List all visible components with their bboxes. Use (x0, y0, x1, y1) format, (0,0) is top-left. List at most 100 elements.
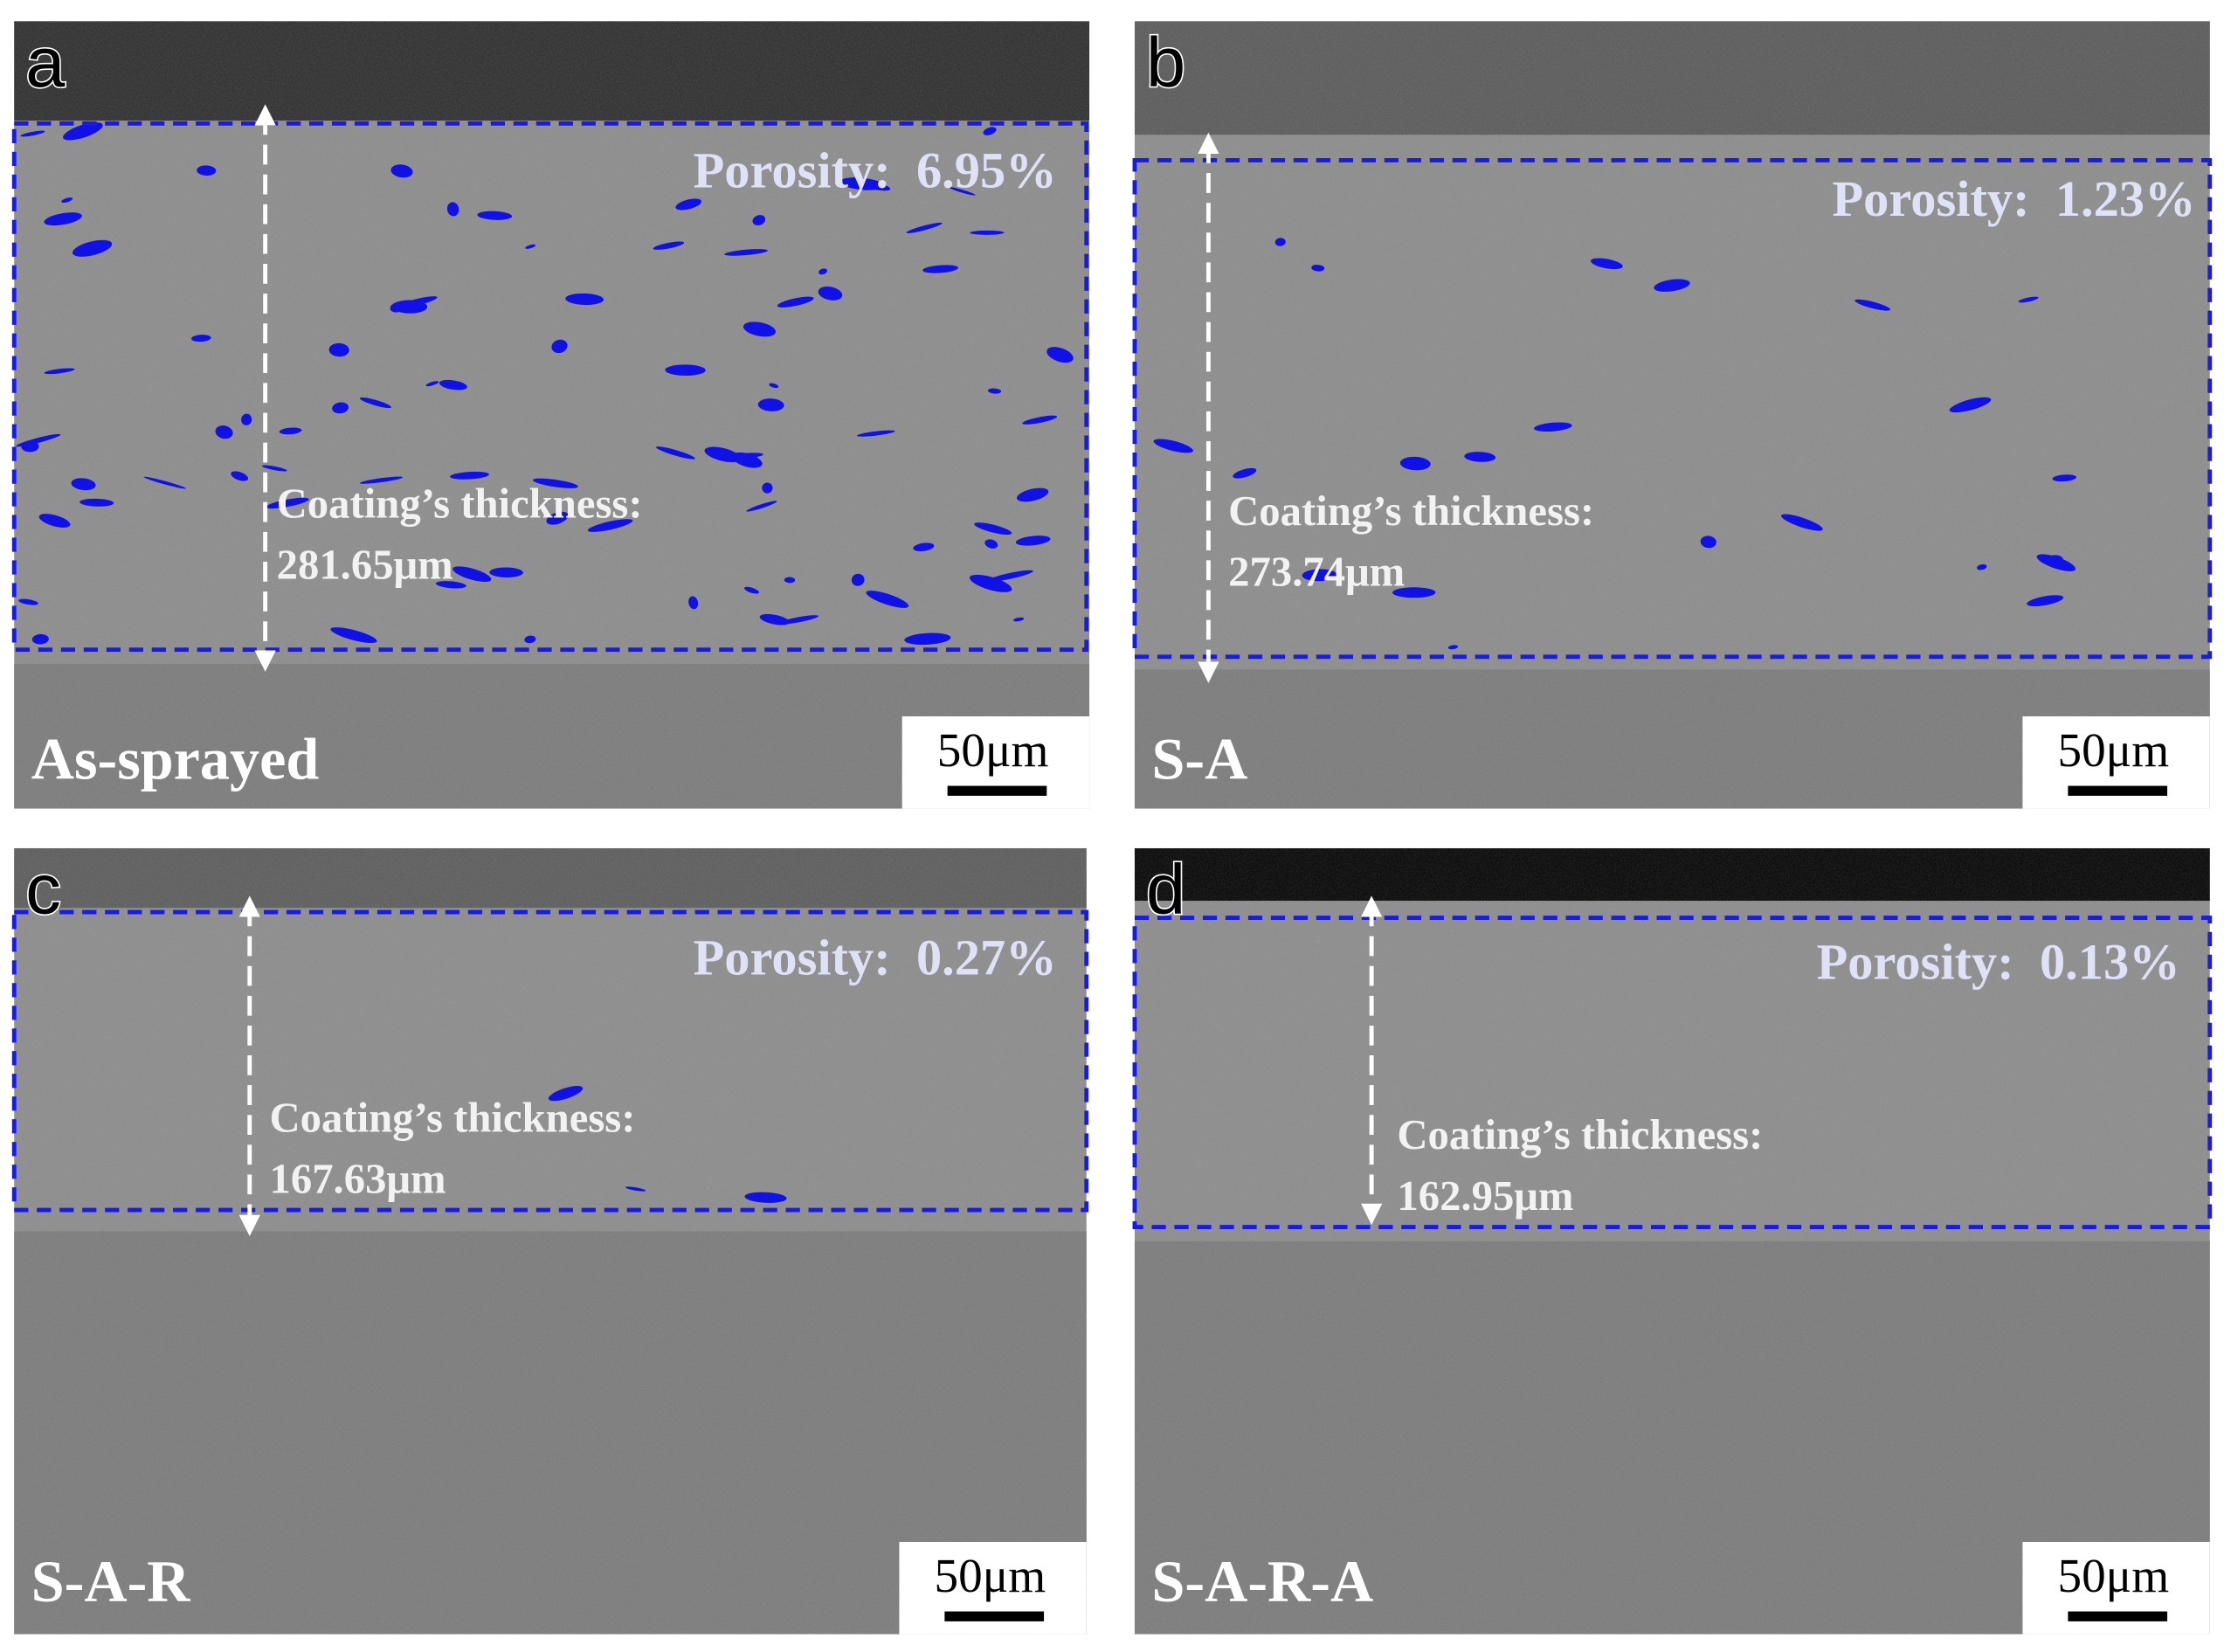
pore (332, 402, 349, 414)
pore (1399, 456, 1431, 471)
pore (866, 591, 909, 608)
pore (1447, 645, 1459, 650)
sem-panel: a Porosity: 6.95% Coating’s thickness: 281.… (11, 21, 1090, 809)
pore (143, 476, 187, 489)
pore (1977, 563, 1987, 570)
pore (20, 130, 45, 137)
pore (987, 388, 1002, 394)
pore (61, 197, 73, 204)
pore (987, 570, 1033, 582)
pore (425, 381, 439, 387)
pore (653, 241, 685, 250)
pore (1016, 487, 1049, 502)
pore (587, 519, 633, 532)
pore (970, 230, 1005, 235)
pore (1274, 238, 1286, 246)
pore (746, 501, 777, 512)
scale-bar (947, 785, 1047, 796)
thickness-value: 273.74μm (1228, 549, 1405, 596)
pore (241, 413, 252, 425)
pore (548, 1085, 584, 1102)
pore (984, 539, 998, 549)
scale-bar-label: 50μm (935, 1549, 1046, 1602)
pore (704, 446, 742, 463)
pore (215, 425, 233, 439)
pore (532, 478, 578, 488)
sample-name: As-sprayed (31, 725, 320, 791)
pore (328, 342, 349, 357)
thickness-value: 167.63μm (270, 1156, 446, 1203)
panel-letter: a (25, 24, 66, 102)
pore (744, 586, 759, 594)
pore (752, 215, 766, 225)
pore (330, 627, 377, 644)
pore (922, 265, 959, 273)
pore (2052, 474, 2076, 482)
pore (1781, 514, 1823, 531)
sem-panel: b Porosity: 1.23% Coating’s thickness: 273.… (1132, 21, 2213, 809)
pore (71, 478, 96, 491)
pore (777, 296, 814, 308)
pore (1533, 422, 1572, 432)
pore (390, 301, 407, 313)
measurement-box (1132, 916, 2213, 1229)
pore (18, 598, 38, 605)
porosity-label: Porosity: 0.27% (694, 930, 1057, 986)
porosity-label: Porosity: 0.13% (1817, 933, 2180, 990)
panel-letter: d (1146, 851, 1185, 930)
pore (439, 379, 467, 391)
pore (197, 165, 217, 176)
pore (906, 222, 943, 233)
pore (665, 364, 706, 377)
scale-bar (944, 1611, 1045, 1621)
pore (1015, 536, 1051, 546)
porosity-label: Porosity: 1.23% (1832, 170, 2195, 227)
pore (948, 186, 976, 196)
pore (446, 202, 459, 217)
pore (16, 433, 61, 447)
pore (31, 633, 49, 645)
pore (435, 581, 466, 589)
pore (1700, 536, 1716, 549)
pore (551, 339, 568, 354)
pore (1153, 439, 1193, 453)
panel-letter: c (25, 851, 61, 930)
pore (983, 127, 997, 135)
pore (266, 497, 309, 509)
pore (744, 1192, 787, 1203)
pore (846, 177, 891, 191)
pore (818, 287, 843, 301)
pore (655, 446, 695, 460)
pore (675, 198, 702, 211)
sem-panel: d Porosity: 0.13% Coating’s thickness: 162.… (1132, 847, 2213, 1635)
noise (14, 847, 1087, 1635)
pore (390, 164, 413, 178)
pore (625, 1186, 646, 1192)
pore (742, 321, 777, 337)
sample-name: S-A-R-A (1151, 1548, 1373, 1614)
pore (759, 613, 790, 626)
porosity-label: Porosity: 6.95% (694, 142, 1057, 198)
scale-bar (2068, 785, 2168, 796)
measurement-box (1132, 158, 2213, 660)
pore (688, 596, 699, 610)
scale-bar-label: 50μm (937, 723, 1049, 777)
pore (477, 211, 513, 220)
scale-bar-label: 50μm (2057, 1549, 2169, 1602)
scale-bar (2068, 1611, 2168, 1621)
pore (279, 427, 302, 435)
pore (72, 239, 113, 257)
pore (851, 573, 865, 586)
pore (784, 577, 796, 584)
thickness-label: Coating’s thickness: (1397, 1111, 1763, 1158)
pore (452, 566, 492, 583)
pore (359, 397, 392, 409)
scale-bar-label: 50μm (2057, 723, 2169, 777)
pore (546, 511, 569, 525)
pore (762, 482, 773, 494)
thickness-label: Coating’s thickness: (270, 1095, 636, 1142)
pore (1302, 569, 1337, 582)
pore (2027, 595, 2064, 607)
